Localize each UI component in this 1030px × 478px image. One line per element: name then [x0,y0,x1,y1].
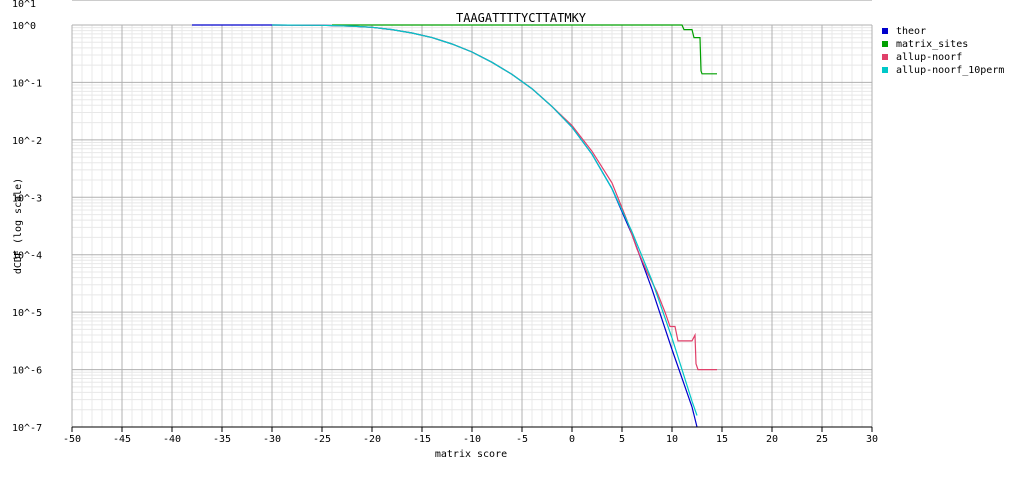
x-axis-label: matrix score [435,449,507,460]
x-tick-label: -20 [363,434,381,445]
y-tick-label: 10^-3 [12,193,42,204]
legend-marker-allup-noorf [882,54,888,60]
y-tick-label: 10^-6 [12,366,42,377]
x-tick-label: 20 [766,434,778,445]
legend-label-matrix_sites: matrix_sites [896,39,968,50]
x-tick-label: 25 [816,434,828,445]
series-line-matrix_sites [332,24,717,75]
x-tick-label: 30 [866,434,878,445]
y-tick-label: 10^-4 [12,251,42,262]
x-tick-label: 10 [666,434,678,445]
legend-label-allup-noorf_10perm: allup-noorf_10perm [896,65,1004,76]
x-tick-label: -10 [463,434,481,445]
y-ticks: 10^0 10^-1 10^-2 10^-3 10^-4 10^-5 10^-6 10^-7 1… [12,0,42,434]
legend-marker-allup-noorf_10perm [882,67,888,73]
x-tick-label: 5 [619,434,625,445]
y-tick-label: 10^-2 [12,136,42,147]
chart-title: TAAGATTTTYCTTATMKY [456,11,587,25]
y-tick-label-partial: 10^1 [12,0,36,10]
x-tick-label: -45 [113,434,131,445]
y-tick-label: 10^0 [12,21,36,32]
legend-label-allup-noorf: allup-noorf [896,52,962,63]
y-tick-label: 10^-7 [12,423,42,434]
x-ticks: -50 -45 -40 -35 -30 -25 -20 -15 -10 -5 0 5 10 15 20 25 3… [63,427,878,445]
x-tick-label: -15 [413,434,431,445]
legend-label-theor: theor [896,26,926,37]
series-lines [192,24,717,428]
y-tick-label: 10^-5 [12,308,42,319]
x-tick-label: -35 [213,434,231,445]
x-tick-label: -5 [516,434,528,445]
legend-marker-theor [882,28,888,34]
legend-marker-matrix_sites [882,41,888,47]
x-tick-label: -50 [63,434,81,445]
x-tick-label: 0 [569,434,575,445]
y-tick-label: 10^-1 [12,78,42,89]
x-tick-label: 15 [716,434,728,445]
y-axis-label: dCDF (log scale) [13,178,24,274]
x-tick-label: -30 [263,434,281,445]
x-tick-label: -25 [313,434,331,445]
legend: theor matrix_sites allup-noorf allup-noorf_… [882,26,1004,76]
x-tick-label: -40 [163,434,181,445]
series-line-allup-noorf_10perm [271,24,698,416]
